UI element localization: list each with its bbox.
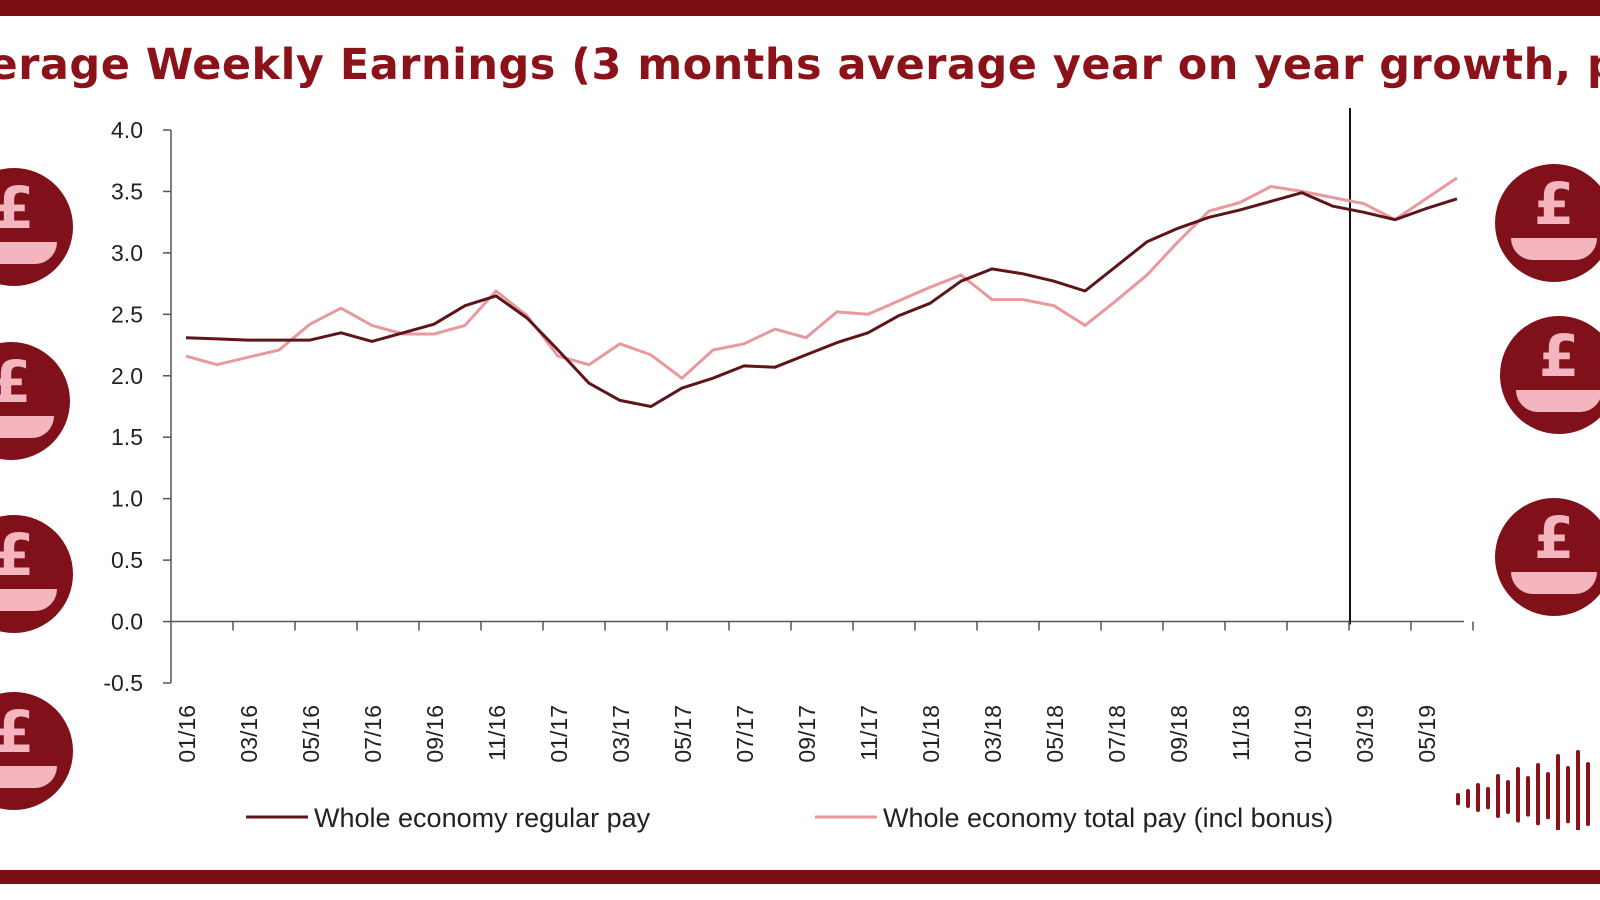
x-tick-label: 01/18 xyxy=(918,705,944,763)
x-tick-label: 03/19 xyxy=(1352,705,1378,763)
x-tick-label: 09/16 xyxy=(422,705,448,763)
y-tick-label: 4.0 xyxy=(111,117,143,143)
x-tick-label: 03/18 xyxy=(980,705,1006,763)
legend-label-regular: Whole economy regular pay xyxy=(314,803,651,833)
x-tick-label: 11/18 xyxy=(1228,705,1254,761)
x-tick-label: 03/17 xyxy=(608,705,634,763)
x-tick-label: 09/18 xyxy=(1166,705,1192,763)
chart-title: verage Weekly Earnings (3 months average… xyxy=(0,40,1600,90)
x-tick-label: 01/19 xyxy=(1290,705,1316,763)
y-tick-label: 3.5 xyxy=(111,178,143,204)
x-tick-label: 03/16 xyxy=(236,705,262,763)
x-tick-label: 07/17 xyxy=(732,705,758,763)
bottom-band xyxy=(0,870,1600,884)
series-line-total-pay xyxy=(185,176,1458,380)
legend-label-total: Whole economy total pay (incl bonus) xyxy=(883,803,1333,833)
pound-hand-icon: £ xyxy=(1495,164,1600,282)
x-tick-label: 05/17 xyxy=(670,705,696,763)
pound-hand-icon: £ xyxy=(1500,316,1600,434)
y-tick-label: 2.5 xyxy=(111,301,143,327)
series-line-regular-pay xyxy=(185,191,1458,408)
x-tick-label: 07/16 xyxy=(360,705,386,763)
x-tick-label: 05/16 xyxy=(298,705,324,763)
pound-hand-icon: £ xyxy=(0,342,70,460)
x-tick-label: 09/17 xyxy=(794,705,820,763)
top-band xyxy=(0,0,1600,16)
y-tick-label: 3.0 xyxy=(111,240,143,266)
pound-hand-icon: £ xyxy=(1495,498,1600,616)
x-tick-label: 11/17 xyxy=(856,705,882,761)
y-tick-label: 0.5 xyxy=(111,547,143,573)
y-tick-label: -0.5 xyxy=(103,670,143,696)
y-tick-label: 0.0 xyxy=(111,609,143,635)
sound-wave-icon xyxy=(1456,750,1590,830)
y-tick-label: 1.5 xyxy=(111,424,143,450)
x-tick-label: 01/17 xyxy=(546,705,572,763)
y-tick-label: 2.0 xyxy=(111,363,143,389)
x-tick-label: 05/18 xyxy=(1042,705,1068,763)
x-tick-label: 07/18 xyxy=(1104,705,1130,763)
x-tick-label: 05/19 xyxy=(1414,705,1440,763)
pound-hand-icon: £ xyxy=(0,168,73,286)
x-tick-label: 11/16 xyxy=(484,705,510,761)
y-tick-label: 1.0 xyxy=(111,486,143,512)
x-tick-label: 01/16 xyxy=(174,705,200,763)
